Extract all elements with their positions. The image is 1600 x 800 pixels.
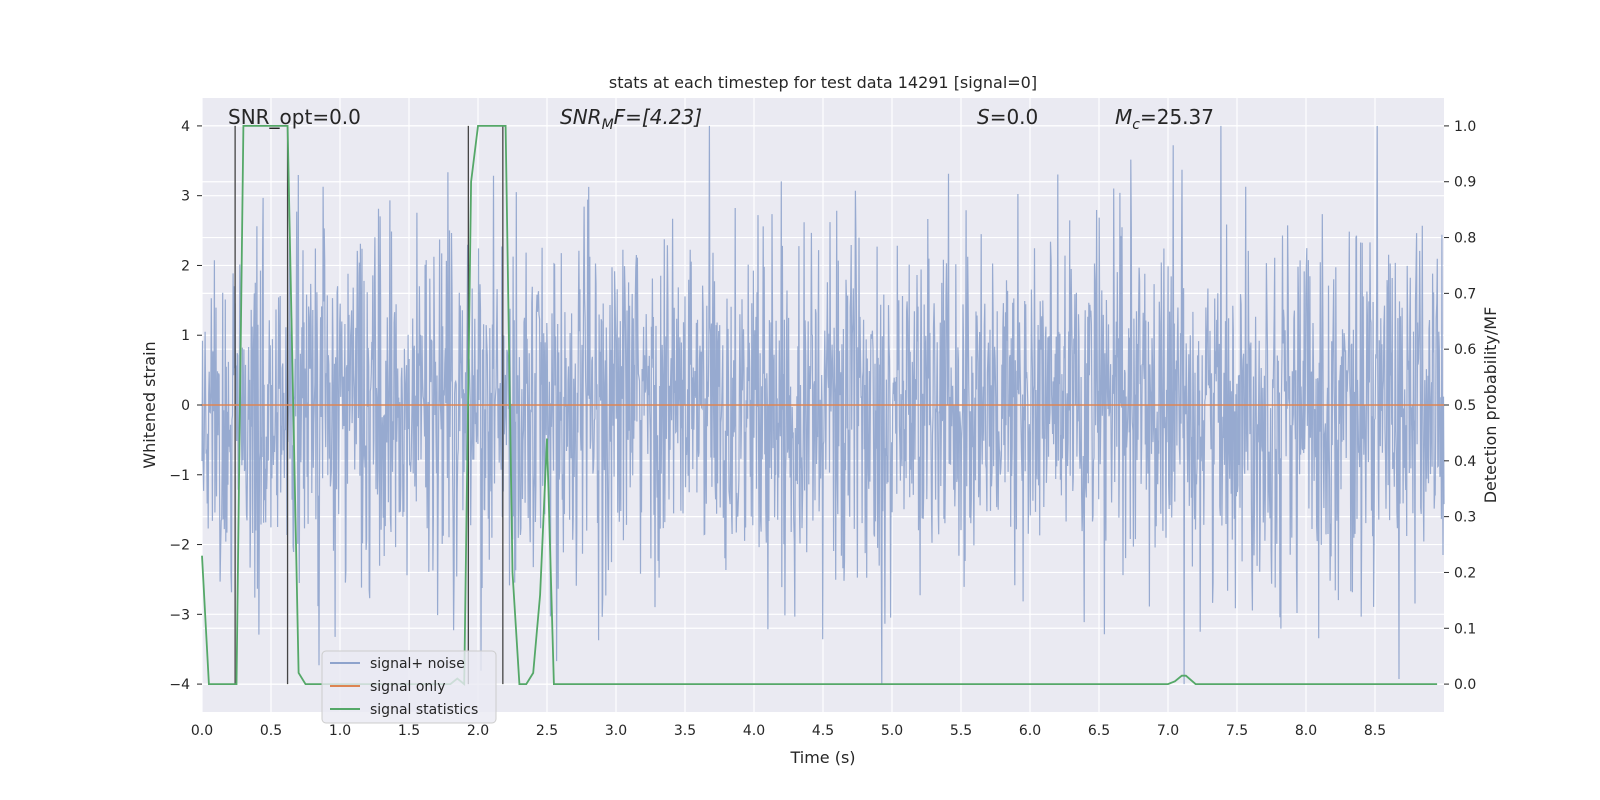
x-tick-label: 0.5	[260, 723, 282, 739]
y-tick-label: −4	[169, 677, 190, 693]
chart-title: stats at each timestep for test data 142…	[609, 73, 1037, 92]
y-right-tick-label: 0.8	[1454, 231, 1476, 247]
signal-statistics-line	[201, 125, 1438, 686]
annotation-snr-mf: SNRMF=[4.23]	[560, 105, 702, 133]
x-tick-label: 1.5	[398, 723, 420, 739]
ticks: 0.0 0.5 1.0 1.5 2.0 2.5 3.0 3.5 4.0 4.5 5.0 5.5 6.0 6…	[169, 119, 1476, 739]
legend-box	[321, 650, 497, 724]
x-tick-label: 4.0	[743, 723, 765, 739]
noise-line	[201, 125, 1445, 685]
y-tick-label: 4	[181, 119, 190, 135]
y-right-tick-label: 0.7	[1454, 286, 1476, 302]
y-tick-label: 2	[181, 258, 190, 274]
x-axis-label: Time (s)	[789, 748, 855, 767]
y-right-tick-label: 0.3	[1454, 510, 1476, 526]
x-tick-label: 6.0	[1019, 723, 1041, 739]
x-tick-label: 4.5	[812, 723, 834, 739]
x-tick-label: 0.0	[191, 723, 213, 739]
x-tick-label: 5.5	[950, 723, 972, 739]
y-axis-label: Whitened strain	[140, 341, 159, 468]
y-tick-label: 3	[181, 189, 190, 205]
y-axis-right-label: Detection probability/MF	[1481, 307, 1500, 504]
y-right-tick-label: 0.6	[1454, 342, 1476, 358]
x-tick-label: 5.0	[881, 723, 903, 739]
y-right-tick-label: 0.2	[1454, 565, 1476, 581]
legend-label-noise: signal+ noise	[370, 656, 465, 672]
x-tick-label: 7.0	[1157, 723, 1179, 739]
x-tick-label: 6.5	[1088, 723, 1110, 739]
y-right-tick-label: 0.1	[1454, 621, 1476, 637]
y-right-tick-label: 0.9	[1454, 175, 1476, 191]
annotation-mc: Mc=25.37	[1115, 105, 1214, 133]
y-right-tick-label: 0.4	[1454, 454, 1476, 470]
legend-label-statistics: signal statistics	[370, 702, 478, 718]
y-tick-label: −2	[169, 538, 190, 554]
x-tick-label: 8.0	[1295, 723, 1317, 739]
signal-statistics-series	[201, 125, 1438, 686]
y-tick-label: −3	[169, 607, 190, 623]
y-tick-label: 1	[181, 328, 190, 344]
y-tick-label: 0	[181, 398, 190, 414]
y-tick-label: −1	[169, 468, 190, 484]
legend: signal+ noise signal only signal statist…	[321, 650, 497, 724]
x-tick-label: 3.0	[605, 723, 627, 739]
noise-series	[201, 125, 1445, 685]
x-tick-label: 3.5	[674, 723, 696, 739]
legend-label-signal-only: signal only	[370, 679, 445, 695]
y-right-tick-label: 1.0	[1454, 119, 1476, 135]
x-tick-label: 8.5	[1364, 723, 1386, 739]
annotation-s: S=0.0	[977, 105, 1038, 129]
y-right-tick-label: 0.0	[1454, 677, 1476, 693]
x-tick-label: 7.5	[1226, 723, 1248, 739]
y-right-tick-label: 0.5	[1454, 398, 1476, 414]
x-tick-label: 2.0	[467, 723, 489, 739]
x-tick-label: 2.5	[536, 723, 558, 739]
annotation-snr-opt: SNR_opt=0.0	[228, 105, 361, 129]
x-tick-label: 1.0	[329, 723, 351, 739]
